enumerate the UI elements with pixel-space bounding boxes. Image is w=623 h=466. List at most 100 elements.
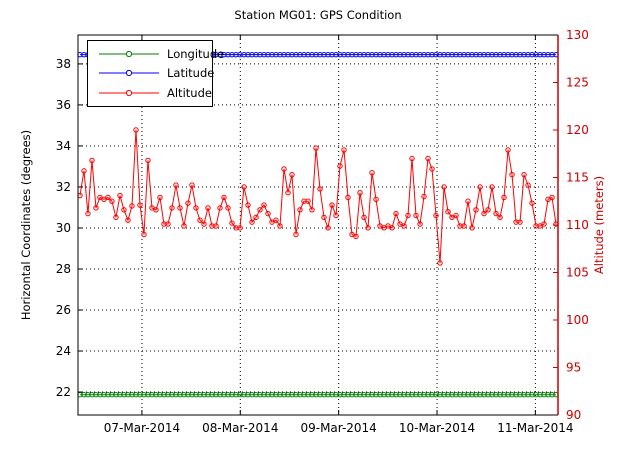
left-tick-label: 34 [56,139,71,153]
altitude-marker [241,184,247,190]
left-axis-label: Horizontal Coordinates (degrees) [19,129,33,321]
altitude-marker [357,190,363,196]
altitude-marker [277,223,283,229]
altitude-marker [245,202,251,208]
tick-labels: 22 24 26 28 30 32 34 36 38 90 95 100 105 110 115 120 125… [56,28,589,435]
altitude-marker [189,182,195,188]
altitude-marker [173,182,179,188]
altitude-marker [113,214,119,221]
right-tick-label: 130 [566,28,589,42]
left-tick-label: 26 [56,303,71,317]
altitude-marker [265,210,271,217]
altitude-marker [505,147,511,153]
x-tick-label: 10-Mar-2014 [399,421,475,435]
left-tick-label: 36 [56,98,71,112]
altitude-marker [129,203,135,209]
legend-item-longitude: Longitude [88,45,224,63]
altitude-marker [81,168,87,174]
altitude-marker [389,225,395,231]
left-tick-label: 30 [56,221,71,235]
altitude-marker [313,145,319,151]
altitude-marker [433,212,439,219]
tick-marks [78,34,558,416]
altitude-marker [469,225,475,231]
x-tick-label: 08-Mar-2014 [202,421,278,435]
altitude-line [79,129,557,264]
altitude-marker [117,192,123,199]
altitude-marker [273,217,279,223]
altitude-marker [169,205,175,211]
altitude-marker [473,207,479,213]
altitude-marker [165,221,171,227]
altitude-marker [205,205,211,211]
altitude-marker [109,198,115,204]
altitude-marker [413,212,419,219]
altitude-marker [441,184,447,190]
altitude-marker [89,157,95,164]
left-tick-label: 32 [56,180,71,194]
altitude-marker [465,198,471,204]
altitude-marker [497,214,503,221]
left-tick-label: 38 [56,57,71,71]
left-tick-label: 28 [56,262,71,276]
altitude-marker [437,260,443,266]
altitude-marker [353,233,359,240]
altitude-marker [405,212,411,219]
altitude-marker [409,155,415,162]
altitude-marker [93,205,99,211]
x-tick-label: 09-Mar-2014 [300,421,376,435]
altitude-marker [481,210,487,217]
altitude-marker [261,202,267,208]
altitude-marker [257,207,263,213]
legend-label-altitude: Altitude [167,86,212,101]
altitude-marker [153,207,159,213]
longitude-line-sample-icon [99,50,159,57]
altitude-marker [201,221,207,227]
altitude-marker [517,219,523,225]
altitude-marker [221,194,227,201]
altitude-marker [421,193,427,200]
altitude-marker [509,171,515,178]
altitude-marker [121,207,127,213]
chart-title: Station MG01: GPS Condition [234,8,402,22]
altitude-marker [145,157,151,164]
altitude-marker [325,225,331,231]
altitude-marker [297,207,303,213]
altitude-marker [181,223,187,229]
altitude-marker [461,223,467,229]
altitude-marker [177,205,183,211]
legend-label-longitude: Longitude [167,46,225,61]
altitude-marker [501,194,507,201]
altitude-line-sample-icon [99,90,159,97]
longitude-series [77,391,559,398]
altitude-marker [157,194,163,201]
right-tick-label: 120 [566,123,589,137]
right-tick-label: 95 [566,361,581,375]
right-tick-label: 90 [566,408,581,422]
left-tick-label: 24 [56,344,71,358]
legend-item-latitude: Latitude [88,64,214,82]
altitude-marker [281,166,287,172]
altitude-marker [197,217,203,223]
grid [78,35,558,415]
altitude-marker [229,220,235,226]
legend: Longitude Latitude Altitude [87,40,224,107]
right-axis-label: Altitude (meters) [592,175,606,275]
altitude-marker [453,212,459,219]
right-tick-label: 125 [566,76,589,90]
altitude-marker [485,207,491,213]
right-tick-label: 100 [566,313,589,327]
altitude-marker [393,210,399,217]
altitude-marker [341,147,347,153]
altitude-marker [369,170,375,176]
altitude-marker [293,231,299,238]
altitude-marker [521,171,527,178]
altitude-marker [289,171,295,178]
latitude-line-sample-icon [99,70,159,77]
x-tick-label: 11-Mar-2014 [497,421,573,435]
altitude-marker [345,194,351,201]
altitude-marker [333,212,339,219]
right-tick-label: 105 [566,266,589,280]
left-tick-label: 22 [56,385,71,399]
